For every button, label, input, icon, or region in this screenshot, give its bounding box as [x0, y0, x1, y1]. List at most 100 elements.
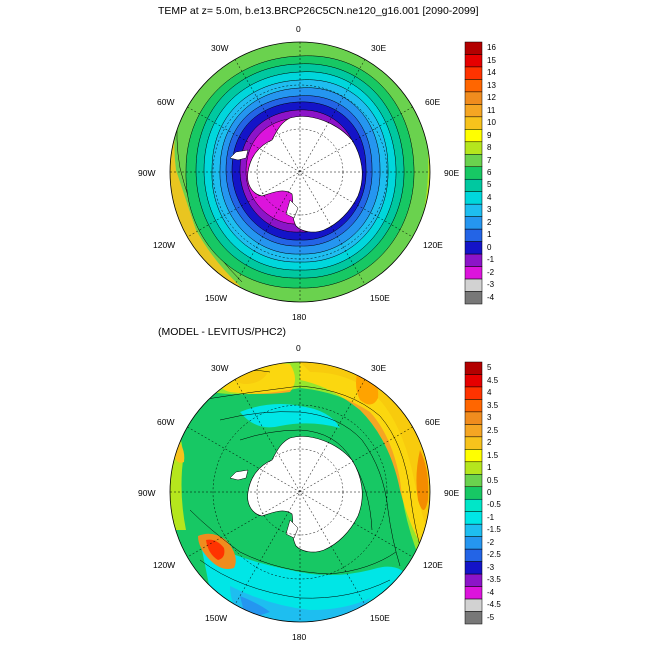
colorbar-swatch: [464, 561, 483, 575]
colorbar-tick-label: 3.5: [487, 400, 499, 410]
colorbar-swatch: [464, 523, 483, 537]
colorbar-tick-label: 4.5: [487, 375, 499, 385]
colorbar-tick-label: -4.5: [487, 600, 501, 610]
colorbar-tick-label: -0.5: [487, 500, 501, 510]
colorbar-swatch: [464, 216, 483, 230]
colorbar-tick-label: 2: [487, 217, 492, 227]
colorbar-swatch: [464, 386, 483, 400]
lon-label-30w: 30W: [211, 43, 229, 53]
lon-label-120e: 120E: [423, 240, 443, 250]
colorbar-tick-label: 11: [487, 105, 496, 115]
colorbar-swatch: [464, 166, 483, 180]
colorbar-tick-label: -4: [487, 587, 495, 597]
lon-label-0: 0: [296, 24, 301, 34]
temperature-colorbar: [464, 41, 483, 305]
lon-label-30e: 30E: [371, 363, 387, 373]
lon-label-90e: 90E: [444, 168, 460, 178]
colorbar-tick-label: -1: [487, 512, 495, 522]
colorbar-tick-label: 1.5: [487, 450, 499, 460]
map-title-difference: (MODEL - LEVITUS/PHC2): [158, 326, 286, 338]
difference-polar-map: [169, 361, 431, 623]
map-title-temperature: TEMP at z= 5.0m, b.e13.BRCP26C5CN.ne120_…: [158, 5, 479, 17]
colorbar-swatch: [464, 411, 483, 425]
colorbar-tick-label: 13: [487, 80, 496, 90]
lon-label-0: 0: [296, 343, 301, 353]
lon-label-120w: 120W: [153, 560, 176, 570]
lon-label-60w: 60W: [157, 97, 175, 107]
colorbar-swatch: [464, 548, 483, 562]
colorbar-tick-label: -1.5: [487, 525, 501, 535]
colorbar-swatch: [464, 241, 483, 255]
colorbar-swatch: [464, 203, 483, 217]
colorbar-tick-label: 10: [487, 118, 496, 128]
colorbar-tick-label: -2: [487, 537, 495, 547]
colorbar-tick-label: 0: [487, 242, 492, 252]
colorbar-swatch: [464, 474, 483, 488]
colorbar-swatch: [464, 486, 483, 500]
colorbar-swatch: [464, 41, 483, 55]
colorbar-swatch: [464, 449, 483, 463]
lon-label-90w: 90W: [138, 168, 156, 178]
colorbar-swatch: [464, 424, 483, 438]
lon-label-60w: 60W: [157, 417, 175, 427]
colorbar-tick-label: -3: [487, 280, 495, 290]
lon-label-90w: 90W: [138, 488, 156, 498]
lon-label-120e: 120E: [423, 560, 443, 570]
colorbar-tick-label: -4: [487, 292, 495, 302]
colorbar-swatch: [464, 129, 483, 143]
colorbar-tick-label: 7: [487, 155, 492, 165]
colorbar-swatch: [464, 278, 483, 292]
colorbar-swatch: [464, 66, 483, 80]
colorbar-tick-label: 16: [487, 43, 496, 53]
lon-label-150w: 150W: [205, 293, 228, 303]
colorbar-swatch: [464, 91, 483, 105]
colorbar-tick-label: 5: [487, 180, 492, 190]
lon-label-60e: 60E: [425, 97, 441, 107]
lon-label-90e: 90E: [444, 488, 460, 498]
lon-label-30e: 30E: [371, 43, 387, 53]
colorbar-swatch: [464, 191, 483, 205]
colorbar-swatch: [464, 178, 483, 192]
colorbar-tick-label: 0: [487, 488, 492, 497]
lon-label-180: 180: [292, 632, 307, 642]
colorbar-swatch: [464, 498, 483, 512]
colorbar-tick-label: 1: [487, 463, 492, 473]
colorbar-tick-label: -1: [487, 255, 495, 265]
colorbar-swatch: [464, 154, 483, 168]
colorbar-swatch: [464, 598, 483, 612]
colorbar-swatch: [464, 511, 483, 525]
colorbar-swatch: [464, 586, 483, 600]
colorbar-swatch: [464, 573, 483, 587]
lon-label-120w: 120W: [153, 240, 176, 250]
colorbar-tick-label: 5: [487, 363, 492, 373]
colorbar-tick-label: 4: [487, 388, 492, 398]
colorbar-tick-label: 4: [487, 192, 492, 202]
colorbar-tick-label: 15: [487, 55, 496, 65]
colorbar-swatch: [464, 116, 483, 130]
colorbar-tick-label: 9: [487, 130, 492, 140]
colorbar-tick-label: -2: [487, 267, 495, 277]
colorbar-tick-label: 1: [487, 230, 492, 240]
colorbar-swatch: [464, 611, 483, 625]
lon-label-180: 180: [292, 312, 307, 322]
colorbar-tick-label: 12: [487, 93, 496, 103]
lon-label-60e: 60E: [425, 417, 441, 427]
colorbar-swatch: [464, 104, 483, 118]
lon-label-30w: 30W: [211, 363, 229, 373]
colorbar-tick-label: 2: [487, 438, 492, 448]
colorbar-tick-label: -2.5: [487, 550, 501, 560]
colorbar-tick-label: -3: [487, 562, 495, 572]
colorbar-swatch: [464, 54, 483, 68]
colorbar-swatch: [464, 436, 483, 450]
colorbar-swatch: [464, 291, 483, 305]
colorbar-swatch: [464, 399, 483, 413]
temperature-polar-map: [169, 41, 431, 303]
colorbar-swatch: [464, 461, 483, 475]
colorbar-tick-label: 14: [487, 68, 496, 78]
colorbar-swatch: [464, 536, 483, 550]
colorbar-swatch: [464, 374, 483, 388]
colorbar-tick-label: -5: [487, 612, 495, 622]
colorbar-tick-label: 0.5: [487, 475, 499, 485]
colorbar-tick-label: -3.5: [487, 575, 501, 585]
